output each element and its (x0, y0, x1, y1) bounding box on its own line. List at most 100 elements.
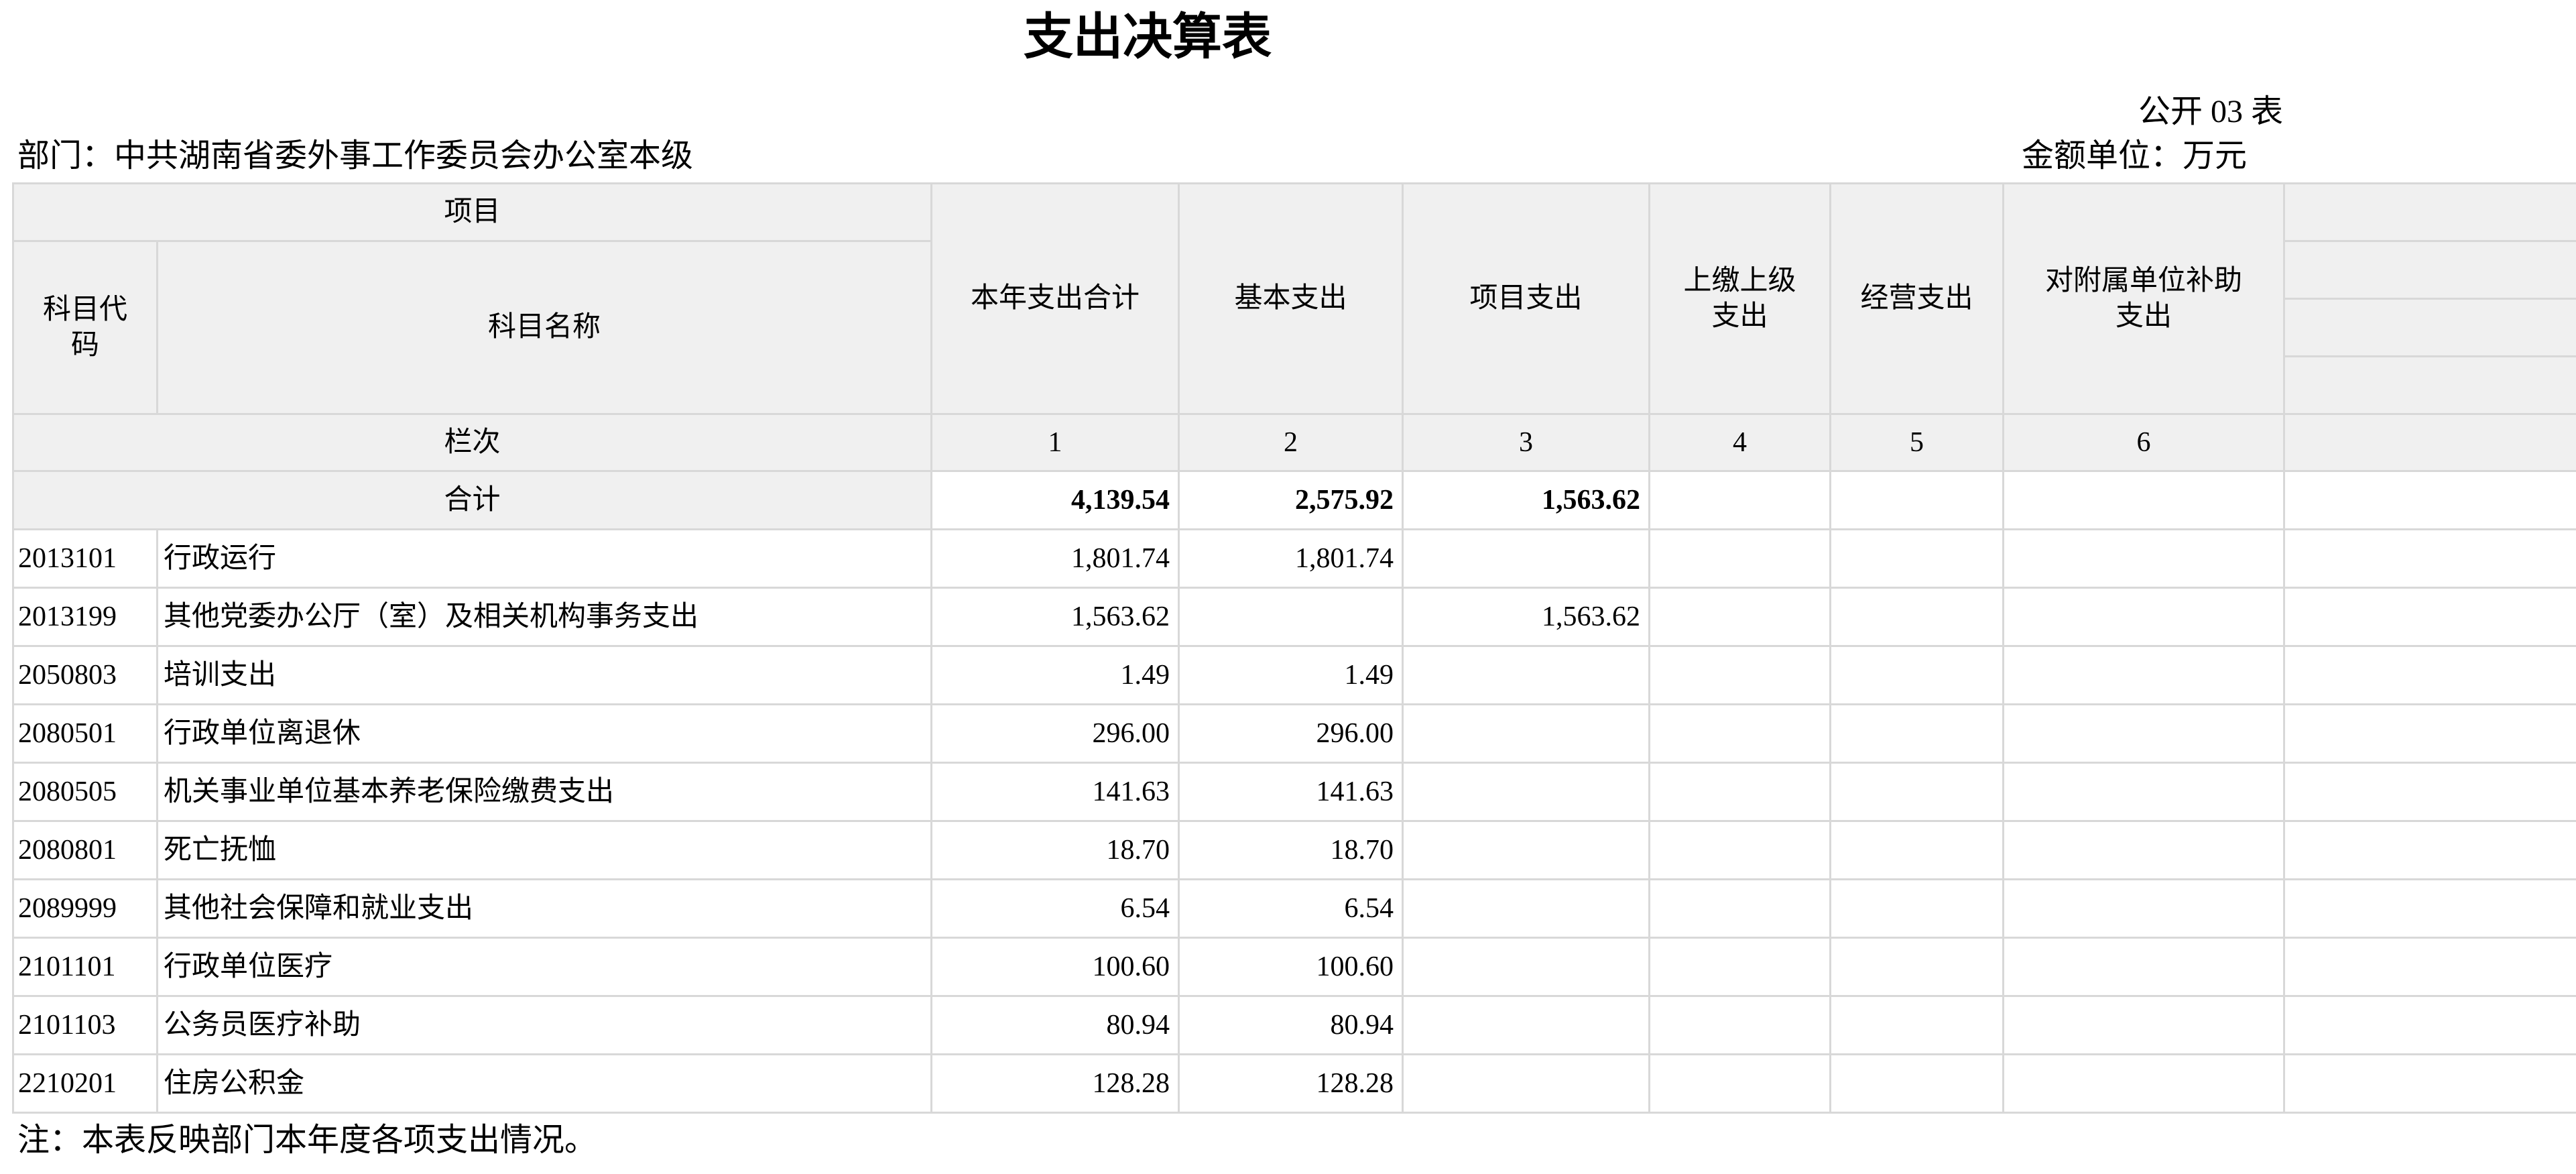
header-subject-code: 科目代码 (12, 240, 158, 415)
subject-name-cell: 行政运行 (156, 528, 933, 589)
grand-total-upper-cell (1648, 470, 1832, 530)
table-row: 2210201 住房公积金 128.28 128.28 (12, 1053, 2576, 1114)
upper-cell (1648, 1053, 1832, 1114)
subject-code-cell: 2210201 (12, 1053, 158, 1114)
project-cell: 1,563.62 (1402, 587, 1651, 647)
basic-cell: 1.49 (1178, 645, 1404, 705)
project-cell (1402, 528, 1651, 589)
basic-cell: 6.54 (1178, 878, 1404, 939)
operating-cell (1829, 820, 2005, 880)
header-col-upper-label: 上缴上级支出 (1683, 266, 1796, 332)
upper-cell (1648, 703, 1832, 764)
column-index-1: 1 (930, 413, 1180, 472)
extra-cell (2283, 762, 2576, 822)
extra-cell (2283, 1053, 2576, 1114)
table-row: 2013199 其他党委办公厅（室）及相关机构事务支出 1,563.62 1,5… (12, 587, 2576, 647)
project-cell (1402, 1053, 1651, 1114)
total-cell: 1,801.74 (930, 528, 1180, 589)
subject-name-cell: 死亡抚恤 (156, 820, 933, 880)
header-filler-row (13, 355, 2576, 415)
total-cell: 6.54 (930, 878, 1180, 939)
upper-cell (1648, 878, 1832, 939)
upper-cell (1648, 820, 1832, 880)
subject-code-cell: 2013101 (12, 528, 158, 589)
operating-cell (1829, 937, 2005, 997)
project-cell (1402, 645, 1651, 705)
extra-cell (2283, 587, 2576, 647)
expenditure-table: 项目 本年支出合计 基本支出 项目支出 上缴上级支出 经营支出 对附属单位补助支… (11, 182, 2576, 1114)
extra-header-cell (2283, 240, 2576, 300)
project-cell (1402, 937, 1651, 997)
subsidy-cell (2002, 1053, 2286, 1114)
subject-code-cell: 2101103 (12, 995, 158, 1055)
subsidy-cell (2002, 937, 2286, 997)
total-cell: 141.63 (930, 762, 1180, 822)
subsidy-cell (2002, 762, 2286, 822)
header-subject-code-label: 科目代码 (42, 294, 127, 361)
basic-cell: 141.63 (1178, 762, 1404, 822)
grand-total-row: 合计 4,139.54 2,575.92 1,563.62 (11, 470, 2576, 530)
grand-total-basic-cell: 2,575.92 (1178, 470, 1404, 530)
project-cell (1402, 762, 1651, 822)
basic-cell: 1,801.74 (1178, 528, 1404, 589)
operating-cell (1829, 878, 2005, 939)
subsidy-cell (2002, 703, 2286, 764)
grand-total-subsidy-cell (2002, 470, 2286, 530)
upper-cell (1648, 645, 1832, 705)
basic-cell: 18.70 (1178, 820, 1404, 880)
basic-cell: 100.60 (1178, 937, 1404, 997)
page-title: 支出决算表 (1024, 10, 1272, 65)
table-row: 2101103 公务员医疗补助 80.94 80.94 (12, 995, 2576, 1055)
meta-row: 部门：中共湖南省委外事工作委员会办公室本级 金额单位：万元 (12, 137, 2283, 176)
extra-cell (2283, 995, 2576, 1055)
column-index-6: 6 (2002, 413, 2286, 472)
table-row: 2013101 行政运行 1,801.74 1,801.74 (12, 528, 2576, 589)
basic-cell: 80.94 (1178, 995, 1404, 1055)
extra-cell (2283, 878, 2576, 939)
header-col-operating: 经营支出 (1829, 182, 2005, 415)
form-code-label: 公开 03 表 (2138, 94, 2283, 129)
header-filler-row (13, 298, 2576, 357)
extra-cell (2283, 470, 2576, 530)
subsidy-cell (2002, 878, 2286, 939)
subject-code-cell: 2080505 (12, 762, 158, 822)
upper-cell (1648, 937, 1832, 997)
table-row: 2050803 培训支出 1.49 1.49 (12, 645, 2576, 705)
subsidy-cell (2002, 587, 2286, 647)
table-row: 2080505 机关事业单位基本养老保险缴费支出 141.63 141.63 (12, 762, 2576, 822)
operating-cell (1829, 995, 2005, 1055)
table-row: 2080501 行政单位离退休 296.00 296.00 (12, 703, 2576, 764)
subsidy-cell (2002, 995, 2286, 1055)
upper-cell (1648, 528, 1832, 589)
upper-cell (1648, 762, 1832, 822)
grand-total-operating-cell (1829, 470, 2005, 530)
upper-cell (1648, 995, 1832, 1055)
department-label: 部门：中共湖南省委外事工作委员会办公室本级 (17, 138, 694, 174)
grand-total-total-cell: 4,139.54 (930, 470, 1180, 530)
table-row: 2089999 其他社会保障和就业支出 6.54 6.54 (12, 878, 2576, 939)
subject-code-cell: 2050803 (12, 645, 158, 705)
subject-name-cell: 行政单位医疗 (156, 937, 933, 997)
header-project: 项目 (11, 182, 933, 242)
operating-cell (1829, 645, 2005, 705)
project-cell (1402, 995, 1651, 1055)
header-col-upper: 上缴上级支出 (1648, 182, 1832, 415)
operating-cell (1829, 587, 2005, 647)
total-cell: 1,563.62 (930, 587, 1180, 647)
header-col-project: 项目支出 (1402, 182, 1651, 415)
subject-name-cell: 培训支出 (156, 645, 933, 705)
total-cell: 296.00 (930, 703, 1180, 764)
subject-name-cell: 其他党委办公厅（室）及相关机构事务支出 (156, 587, 933, 647)
total-cell: 1.49 (930, 645, 1180, 705)
extra-cell (2283, 937, 2576, 997)
extra-header-cell (2283, 413, 2576, 472)
total-cell: 18.70 (930, 820, 1180, 880)
subject-code-cell: 2013199 (12, 587, 158, 647)
header-col-basic: 基本支出 (1178, 182, 1404, 415)
column-index-2: 2 (1178, 413, 1404, 472)
amount-unit-label: 金额单位：万元 (2021, 138, 2247, 174)
column-index-5: 5 (1829, 413, 2005, 472)
extra-cell (2283, 528, 2576, 589)
subject-name-cell: 其他社会保障和就业支出 (156, 878, 933, 939)
